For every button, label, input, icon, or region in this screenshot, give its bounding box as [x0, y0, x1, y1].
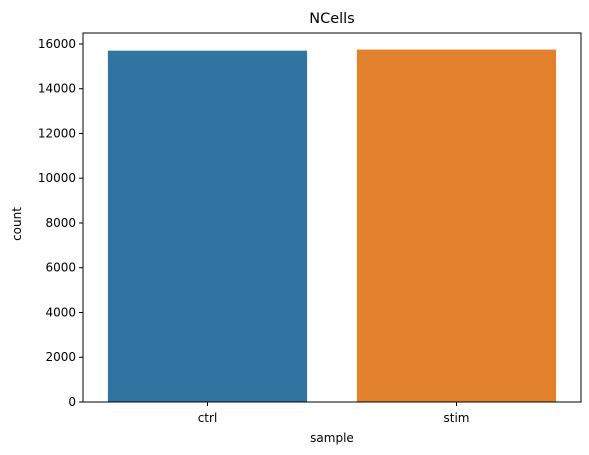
x-tick-label: ctrl	[198, 411, 218, 425]
x-axis: ctrl stim	[198, 402, 470, 425]
y-tick-label: 10000	[38, 171, 76, 185]
bars	[107, 49, 557, 403]
y-tick-label: 2000	[45, 350, 76, 364]
y-tick-label: 8000	[45, 216, 76, 230]
y-tick-label: 0	[68, 395, 76, 409]
y-tick-label: 4000	[45, 305, 76, 319]
y-axis-label: count	[10, 207, 24, 241]
y-tick-label: 12000	[38, 126, 76, 140]
y-axis: 0 2000 4000 6000 8000 10000 12000 14000 16000	[38, 37, 83, 409]
y-tick-label: 6000	[45, 261, 76, 275]
plot-frame	[82, 32, 582, 403]
y-tick-label: 14000	[38, 82, 76, 96]
bar-ctrl	[107, 50, 308, 403]
x-axis-label: sample	[310, 431, 354, 445]
chart-title: NCells	[309, 11, 355, 27]
bar-stim	[356, 49, 557, 402]
y-tick-label: 16000	[38, 37, 76, 51]
x-tick-label: stim	[444, 411, 470, 425]
